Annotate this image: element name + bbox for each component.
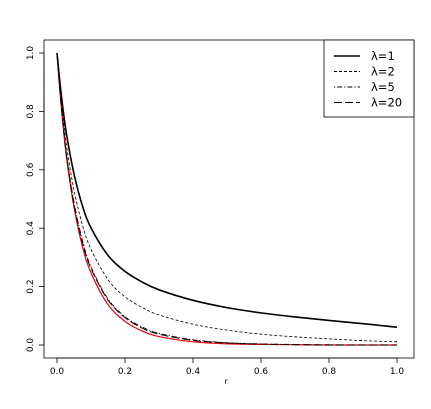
y-tick-label: 0.0 — [26, 338, 36, 353]
y-axis: 0.0 0.2 0.4 0.6 0.8 1.0 — [26, 46, 44, 353]
legend-label: λ=20 — [371, 96, 402, 110]
y-tick-label: 0.2 — [26, 279, 36, 293]
x-tick-label: 0.0 — [50, 367, 65, 377]
legend-label: λ=1 — [371, 49, 395, 63]
y-tick-label: 1.0 — [26, 46, 36, 61]
x-axis-title: r — [224, 377, 228, 386]
x-tick-label: 1.0 — [390, 367, 405, 377]
x-axis: 0.0 0.2 0.4 0.6 0.8 1.0 — [50, 358, 405, 377]
legend-label: λ=5 — [371, 80, 395, 94]
x-tick-label: 0.4 — [186, 367, 201, 377]
y-tick-label: 0.4 — [26, 221, 36, 236]
legend: λ=1 λ=2λ=5 λ=20 — [324, 40, 414, 117]
legend-label: λ=2 — [371, 65, 395, 79]
x-tick-label: 0.8 — [322, 367, 337, 377]
y-tick-label: 0.8 — [26, 104, 36, 119]
x-tick-label: 0.6 — [254, 367, 269, 377]
y-tick-label: 0.6 — [26, 162, 36, 177]
x-tick-label: 0.2 — [118, 367, 132, 377]
